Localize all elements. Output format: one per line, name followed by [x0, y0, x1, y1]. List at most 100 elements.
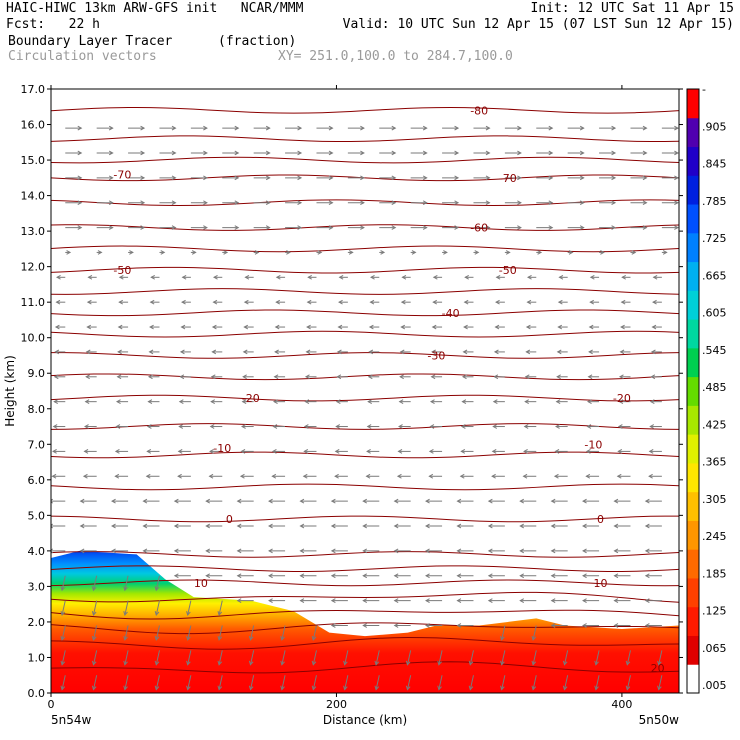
colorbar-swatch	[687, 549, 699, 579]
vector-arrowhead	[562, 660, 568, 666]
vector-arrowhead	[362, 523, 368, 529]
isotherm-line	[51, 622, 679, 635]
vector-arrowhead	[223, 250, 229, 255]
vector-arrowhead	[140, 225, 146, 230]
vector-arrowhead	[613, 498, 619, 504]
circulation-vector	[124, 675, 129, 690]
vector-arrowhead	[242, 374, 247, 380]
vector-arrowhead	[568, 250, 574, 255]
vector-arrowhead	[360, 175, 365, 181]
vector-arrowhead	[217, 660, 223, 666]
vector-arrowhead	[111, 523, 116, 529]
vector-arrowhead	[304, 399, 310, 405]
vector-arrowhead	[304, 374, 310, 380]
vector-arrowhead	[265, 175, 271, 181]
vector-arrowhead	[299, 498, 305, 504]
vector-arrowhead	[177, 473, 182, 479]
vector-arrowhead	[657, 685, 662, 691]
vector-arrowhead	[217, 611, 223, 617]
vector-arrowhead	[51, 498, 54, 504]
colorbar-swatch	[687, 232, 699, 263]
vector-arrowhead	[236, 598, 242, 603]
vector-arrowhead	[60, 685, 66, 691]
vector-arrowhead	[97, 250, 103, 255]
vector-arrowhead	[115, 399, 121, 405]
vector-arrowhead	[241, 399, 247, 405]
vector-arrowhead	[399, 374, 404, 380]
circulation-vector	[92, 625, 98, 641]
vector-arrowhead	[611, 150, 617, 156]
vector-arrowhead	[297, 175, 303, 181]
colorbar-swatch	[687, 347, 699, 378]
colorbar-label: .305	[702, 493, 727, 506]
vector-arrowhead	[142, 523, 148, 529]
vector-arrowhead	[317, 250, 323, 255]
vector-arrowhead	[274, 324, 280, 330]
vector-arrowhead	[60, 635, 66, 641]
vector-arrowhead	[275, 299, 281, 305]
vector-arrowhead	[548, 125, 554, 131]
vector-arrowhead	[203, 125, 208, 131]
vector-arrowhead	[299, 573, 305, 579]
x-end-label: 5n50w	[639, 713, 680, 727]
vector-arrowhead	[77, 225, 83, 230]
colorbar-label: .485	[702, 381, 727, 394]
vector-arrowhead	[422, 225, 428, 230]
vector-arrowhead	[650, 349, 656, 355]
colorbar-swatch	[687, 261, 699, 291]
vector-arrowhead	[367, 374, 373, 380]
vector-arrowhead	[234, 200, 240, 206]
isotherm-line	[51, 245, 679, 253]
vector-arrowhead	[650, 374, 656, 380]
vector-arrowhead	[487, 548, 493, 554]
colorbar-label: .005	[702, 679, 727, 692]
vector-arrowhead	[268, 598, 273, 603]
isotherm-line	[51, 330, 679, 338]
vector-arrowhead	[203, 200, 208, 206]
vector-arrowhead	[367, 399, 372, 405]
x-tick-label: 0	[48, 698, 55, 711]
vector-arrowhead	[212, 299, 218, 305]
vector-arrowhead	[674, 150, 679, 156]
vector-arrowhead	[123, 685, 128, 691]
tracer-field	[51, 550, 679, 693]
vector-arrowhead	[171, 200, 177, 206]
circulation-vector	[344, 675, 349, 690]
vector-arrowhead	[517, 150, 522, 156]
vector-arrowhead	[148, 349, 154, 355]
vector-arrowhead	[625, 685, 631, 691]
vector-arrowhead	[334, 473, 339, 479]
vector-arrowhead	[500, 635, 505, 641]
vector-arrowhead	[360, 125, 365, 131]
vector-arrowhead	[85, 349, 91, 355]
vector-arrowhead	[631, 250, 637, 255]
circulation-vector	[92, 650, 98, 665]
vector-arrowhead	[191, 250, 197, 255]
circulation-vector	[218, 650, 223, 665]
vector-arrowhead	[178, 399, 184, 405]
vector-arrowhead	[272, 424, 278, 429]
vector-arrowhead	[142, 498, 148, 504]
vector-arrowhead	[425, 523, 430, 529]
vector-arrowhead	[234, 175, 240, 181]
vector-arrowhead	[613, 598, 619, 603]
vector-arrowhead	[611, 225, 617, 230]
circulation-vector	[406, 650, 412, 665]
vector-arrowhead	[613, 573, 619, 579]
vector-arrowhead	[280, 660, 285, 666]
vector-arrowhead	[343, 685, 348, 691]
vector-arrowhead	[60, 660, 66, 666]
vector-arrowhead	[160, 250, 166, 255]
vector-arrowhead	[268, 523, 273, 529]
vector-arrowhead	[491, 449, 497, 454]
vector-arrowhead	[587, 374, 593, 380]
vector-arrowhead	[54, 349, 60, 355]
vector-arrowhead	[368, 324, 374, 330]
circulation-vector	[92, 675, 98, 690]
vector-arrowhead	[362, 498, 368, 504]
vector-arrowhead	[209, 424, 215, 429]
vector-arrowhead	[60, 611, 66, 617]
vector-arrowhead	[328, 150, 334, 156]
vector-arrowhead	[53, 399, 58, 405]
vector-arrowhead	[111, 548, 116, 554]
